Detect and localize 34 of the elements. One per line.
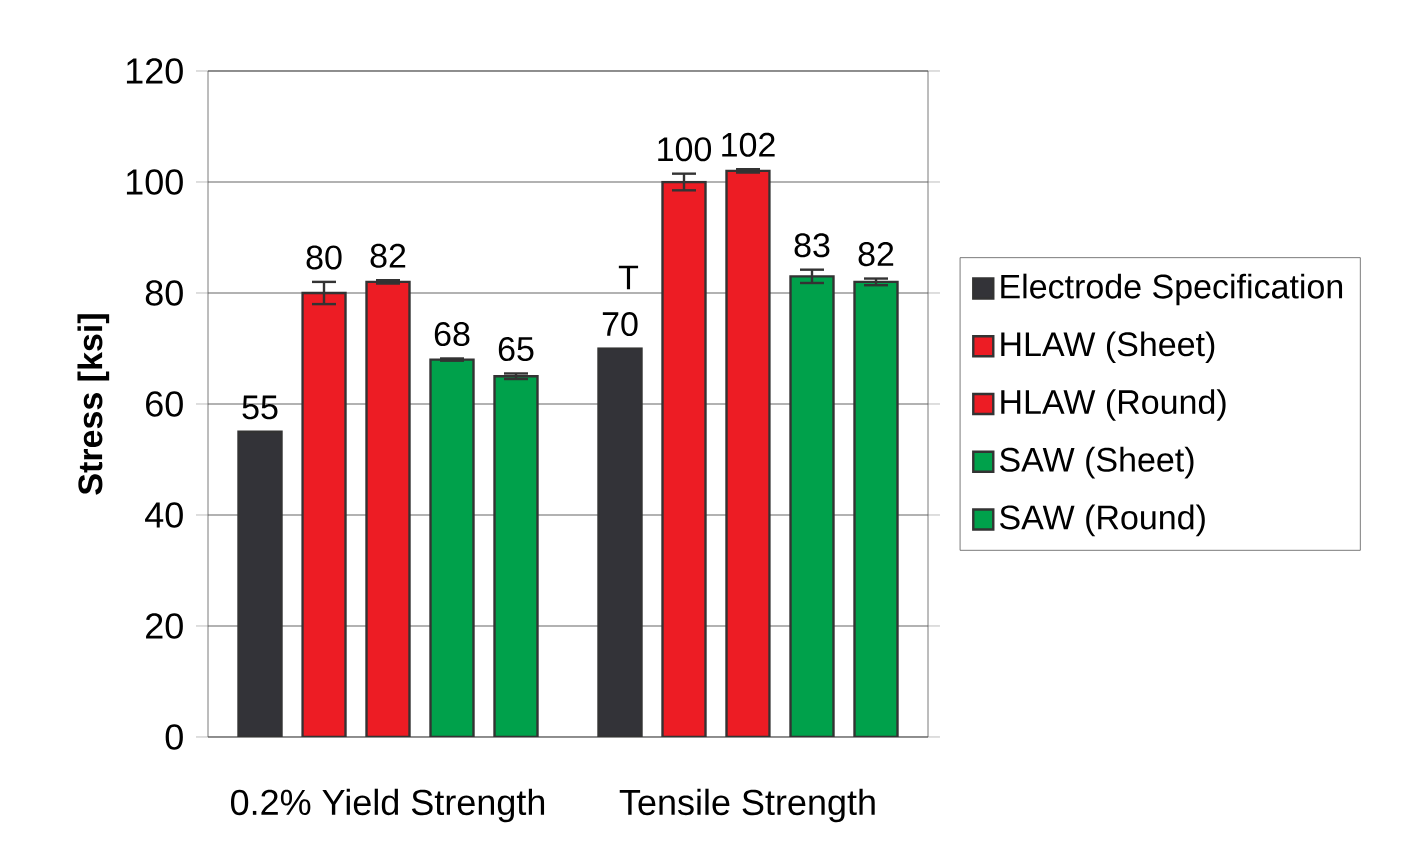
data-label: 65: [498, 336, 534, 362]
annotation: T: [618, 265, 639, 290]
bar: [365, 280, 411, 737]
data-label: 80: [306, 245, 342, 270]
data-label: 102: [722, 132, 775, 157]
y-tick-label: 60: [146, 391, 183, 417]
x-tick-label: Tensile Strength: [619, 788, 875, 823]
bar: [493, 375, 539, 737]
legend-label: SAW (Sheet): [1000, 446, 1194, 479]
data-label: 82: [858, 242, 894, 267]
data-label: 82: [370, 243, 406, 268]
y-tick-label: 40: [145, 502, 183, 528]
y-tick-label: 20: [146, 613, 183, 639]
bar: [301, 291, 347, 737]
bar: [789, 275, 835, 737]
data-label: 70: [602, 312, 638, 337]
data-label: 83: [794, 233, 830, 258]
bar: [429, 358, 475, 737]
bar: [853, 280, 899, 737]
bar: [661, 180, 707, 737]
y-tick-label: 100: [126, 169, 183, 195]
legend-label: SAW (Round): [1000, 504, 1205, 537]
x-tick-label: 0.2% Yield Strength: [230, 788, 545, 823]
y-tick-label: 80: [145, 280, 183, 306]
data-label: 100: [658, 137, 712, 162]
y-axis-title: Stress [ksi]: [77, 314, 110, 495]
y-tick-label: 0: [165, 724, 183, 750]
data-label: 68: [434, 322, 470, 347]
y-tick-label: 120: [126, 58, 183, 84]
data-label: 55: [242, 395, 278, 420]
bar: [725, 169, 771, 737]
legend-label: HLAW (Sheet): [1001, 331, 1215, 364]
legend-label: HLAW (Round): [1001, 389, 1226, 421]
legend-label: Electrode Specification: [1001, 273, 1343, 306]
